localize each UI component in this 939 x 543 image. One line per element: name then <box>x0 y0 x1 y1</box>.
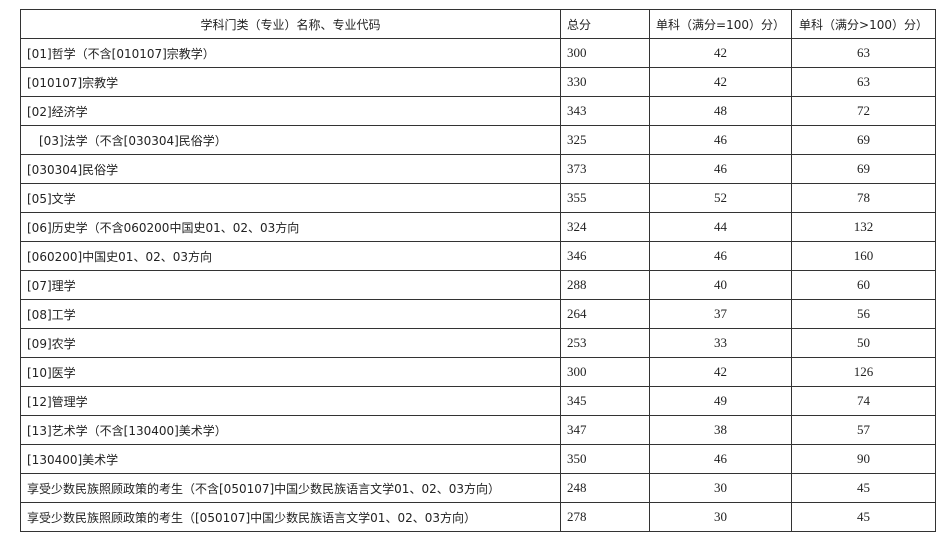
discipline-cell: [08]工学 <box>20 299 561 329</box>
discipline-cell: 享受少数民族照顾政策的考生（[050107]中国少数民族语言文学01、02、03… <box>20 502 561 532</box>
single-gt100-cell: 69 <box>791 125 936 155</box>
single-gt100-cell: 63 <box>791 67 936 97</box>
header-single-100: 单科（满分=100）分） <box>649 9 792 39</box>
discipline-cell: [02]经济学 <box>20 96 561 126</box>
single-100-cell: 30 <box>649 473 792 503</box>
single-100-cell: 42 <box>649 38 792 68</box>
single-gt100-cell: 74 <box>791 386 936 416</box>
table-row: [08]工学 264 37 56 <box>20 299 936 329</box>
discipline-cell: [06]历史学（不含060200中国史01、02、03方向 <box>20 212 561 242</box>
total-score-cell: 324 <box>560 212 650 242</box>
total-score-cell: 325 <box>560 125 650 155</box>
discipline-cell: [03]法学（不含[030304]民俗学） <box>20 125 561 155</box>
total-score-cell: 343 <box>560 96 650 126</box>
score-table: 学科门类（专业）名称、专业代码 总分 单科（满分=100）分） 单科（满分>10… <box>20 9 936 532</box>
table-row: [010107]宗教学 330 42 63 <box>20 67 936 97</box>
single-100-cell: 48 <box>649 96 792 126</box>
single-gt100-cell: 78 <box>791 183 936 213</box>
table-header-row: 学科门类（专业）名称、专业代码 总分 单科（满分=100）分） 单科（满分>10… <box>20 9 936 39</box>
discipline-cell: 享受少数民族照顾政策的考生（不含[050107]中国少数民族语言文学01、02、… <box>20 473 561 503</box>
header-total: 总分 <box>560 9 650 39</box>
single-100-cell: 37 <box>649 299 792 329</box>
single-100-cell: 30 <box>649 502 792 532</box>
total-score-cell: 288 <box>560 270 650 300</box>
total-score-cell: 278 <box>560 502 650 532</box>
single-gt100-cell: 72 <box>791 96 936 126</box>
discipline-cell: [09]农学 <box>20 328 561 358</box>
single-gt100-cell: 60 <box>791 270 936 300</box>
total-score-cell: 300 <box>560 38 650 68</box>
single-100-cell: 46 <box>649 125 792 155</box>
single-gt100-cell: 126 <box>791 357 936 387</box>
discipline-cell: [030304]民俗学 <box>20 154 561 184</box>
single-100-cell: 52 <box>649 183 792 213</box>
single-gt100-cell: 160 <box>791 241 936 271</box>
discipline-cell: [01]哲学（不含[010107]宗教学） <box>20 38 561 68</box>
single-gt100-cell: 45 <box>791 502 936 532</box>
discipline-cell: [060200]中国史01、02、03方向 <box>20 241 561 271</box>
total-score-cell: 345 <box>560 386 650 416</box>
table-row: [030304]民俗学 373 46 69 <box>20 154 936 184</box>
table-row: [07]理学 288 40 60 <box>20 270 936 300</box>
table-row: [060200]中国史01、02、03方向 346 46 160 <box>20 241 936 271</box>
single-100-cell: 46 <box>649 444 792 474</box>
total-score-cell: 347 <box>560 415 650 445</box>
total-score-cell: 264 <box>560 299 650 329</box>
table-row: [12]管理学 345 49 74 <box>20 386 936 416</box>
single-100-cell: 33 <box>649 328 792 358</box>
single-100-cell: 42 <box>649 67 792 97</box>
discipline-cell: [10]医学 <box>20 357 561 387</box>
table-row: [10]医学 300 42 126 <box>20 357 936 387</box>
total-score-cell: 253 <box>560 328 650 358</box>
table-row: 享受少数民族照顾政策的考生（不含[050107]中国少数民族语言文学01、02、… <box>20 473 936 503</box>
single-gt100-cell: 57 <box>791 415 936 445</box>
table-row: 享受少数民族照顾政策的考生（[050107]中国少数民族语言文学01、02、03… <box>20 502 936 532</box>
single-100-cell: 40 <box>649 270 792 300</box>
table-row: [13]艺术学（不含[130400]美术学） 347 38 57 <box>20 415 936 445</box>
discipline-cell: [130400]美术学 <box>20 444 561 474</box>
header-single-gt100: 单科（满分>100）分） <box>791 9 936 39</box>
discipline-cell: [010107]宗教学 <box>20 67 561 97</box>
single-100-cell: 49 <box>649 386 792 416</box>
single-gt100-cell: 132 <box>791 212 936 242</box>
table-row: [130400]美术学 350 46 90 <box>20 444 936 474</box>
discipline-cell: [13]艺术学（不含[130400]美术学） <box>20 415 561 445</box>
table-row: [02]经济学 343 48 72 <box>20 96 936 126</box>
total-score-cell: 355 <box>560 183 650 213</box>
total-score-cell: 300 <box>560 357 650 387</box>
table-row: [09]农学 253 33 50 <box>20 328 936 358</box>
single-100-cell: 46 <box>649 241 792 271</box>
single-100-cell: 38 <box>649 415 792 445</box>
total-score-cell: 330 <box>560 67 650 97</box>
single-100-cell: 46 <box>649 154 792 184</box>
single-100-cell: 42 <box>649 357 792 387</box>
single-gt100-cell: 69 <box>791 154 936 184</box>
total-score-cell: 248 <box>560 473 650 503</box>
table-row: [05]文学 355 52 78 <box>20 183 936 213</box>
total-score-cell: 346 <box>560 241 650 271</box>
total-score-cell: 350 <box>560 444 650 474</box>
discipline-cell: [05]文学 <box>20 183 561 213</box>
table-row: [03]法学（不含[030304]民俗学） 325 46 69 <box>20 125 936 155</box>
discipline-cell: [07]理学 <box>20 270 561 300</box>
single-gt100-cell: 63 <box>791 38 936 68</box>
single-100-cell: 44 <box>649 212 792 242</box>
table-row: [01]哲学（不含[010107]宗教学） 300 42 63 <box>20 38 936 68</box>
single-gt100-cell: 45 <box>791 473 936 503</box>
discipline-cell: [12]管理学 <box>20 386 561 416</box>
single-gt100-cell: 50 <box>791 328 936 358</box>
table-row: [06]历史学（不含060200中国史01、02、03方向 324 44 132 <box>20 212 936 242</box>
total-score-cell: 373 <box>560 154 650 184</box>
single-gt100-cell: 90 <box>791 444 936 474</box>
single-gt100-cell: 56 <box>791 299 936 329</box>
header-discipline: 学科门类（专业）名称、专业代码 <box>20 9 561 39</box>
